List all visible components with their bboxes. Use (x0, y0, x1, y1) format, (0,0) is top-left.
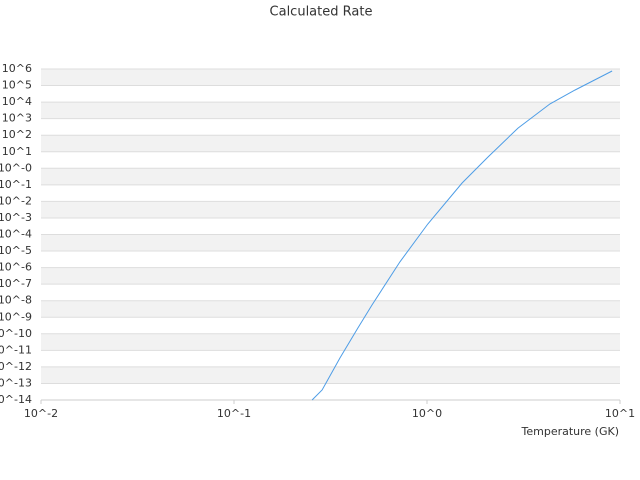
y-tick-label: 10^-7 (0, 277, 32, 290)
x-tick-label: 10^-2 (24, 407, 58, 420)
y-tick-label: 10^-11 (0, 343, 32, 356)
chart-title: Calculated Rate (270, 5, 373, 20)
y-tick-label: 10^-2 (0, 194, 32, 207)
y-tick-label: 10^-13 (0, 376, 32, 389)
y-tick-label: 10^-12 (0, 360, 32, 373)
y-tick-label: 10^2 (2, 128, 32, 141)
grid-band (41, 267, 620, 285)
y-tick-label: 10^-0 (0, 161, 32, 174)
y-tick-label: 10^4 (2, 95, 32, 108)
grid-band (41, 333, 620, 351)
x-axis-label: Temperature (GK) (521, 425, 620, 438)
x-tick-label: 10^-1 (217, 407, 251, 420)
y-tick-label: 10^-6 (0, 261, 32, 274)
grid-band (41, 201, 620, 218)
grid-band (41, 300, 620, 318)
grid-band (41, 102, 620, 119)
y-tick-label: 10^-14 (0, 393, 32, 406)
y-tick-label: 10^3 (2, 112, 32, 125)
y-tick-label: 10^1 (2, 145, 32, 158)
grid-band (41, 135, 620, 152)
grid-band (41, 69, 620, 86)
x-tick-label: 10^1 (605, 407, 635, 420)
y-tick-label: 10^-3 (0, 211, 32, 224)
y-tick-label: 10^6 (2, 62, 32, 75)
grid-band (41, 234, 620, 252)
y-tick-label: 10^-8 (0, 294, 32, 307)
data-line (311, 70, 613, 401)
x-tick-label: 10^0 (412, 407, 442, 420)
y-tick-label: 10^5 (2, 79, 32, 92)
y-tick-label: 10^-1 (0, 178, 32, 191)
y-tick-label: 10^-9 (0, 310, 32, 323)
y-tick-label: 10^-4 (0, 228, 32, 241)
y-tick-label: 10^-10 (0, 327, 32, 340)
y-tick-label: 10^-5 (0, 244, 32, 257)
grid-band (41, 168, 620, 185)
